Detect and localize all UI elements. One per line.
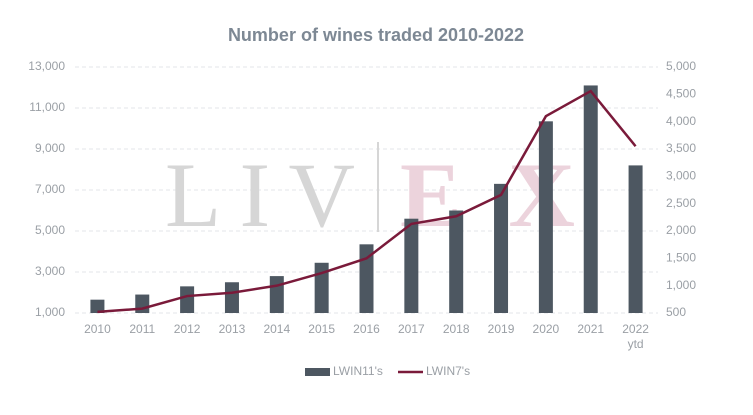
y2-tick-label: 5,000 — [666, 59, 696, 73]
bar — [494, 183, 509, 313]
y2-tick-label: 4,000 — [666, 114, 696, 128]
legend-label: LWIN11's — [333, 364, 383, 378]
x-tick-label: 2013 — [219, 322, 246, 336]
bar — [538, 121, 553, 313]
bar — [359, 244, 374, 313]
x-tick-label: 2010 — [84, 322, 111, 336]
y2-tick-label: 1,500 — [666, 251, 696, 265]
y-tick-label: 1,000 — [35, 305, 65, 319]
y-tick-label: 13,000 — [28, 59, 65, 73]
y2-tick-label: 1,000 — [666, 278, 696, 292]
legend-label: LWIN7's — [426, 364, 470, 378]
x-tick-label: 2022 ytd — [622, 322, 649, 351]
bar — [224, 282, 239, 313]
bar — [404, 218, 419, 313]
watermark: LIV EX — [165, 142, 575, 246]
x-tick-label: 2021 — [577, 322, 604, 336]
bar — [449, 210, 464, 313]
legend-swatch — [305, 368, 330, 376]
bar — [583, 85, 598, 313]
bar — [628, 165, 643, 313]
x-tick-label: 2016 — [353, 322, 380, 336]
chart-title: Number of wines traded 2010-2022 — [228, 25, 524, 45]
y-tick-label: 7,000 — [35, 182, 65, 196]
x-tick-label: 2015 — [308, 322, 335, 336]
x-tick-label: 2011 — [129, 322, 155, 336]
line — [97, 89, 637, 314]
x-tick-label: 2019 — [488, 322, 515, 336]
x-tick-label: 2012 — [174, 322, 201, 336]
x-tick-label: 2017 — [398, 322, 425, 336]
y-tick-label: 3,000 — [35, 264, 65, 278]
bar — [90, 299, 105, 313]
bar — [180, 286, 195, 313]
y2-tick-label: 2,500 — [666, 196, 696, 210]
y2-tick-label: 3,000 — [666, 169, 696, 183]
watermark-left: LIV — [165, 144, 355, 246]
y-tick-label: 11,000 — [29, 100, 65, 114]
y2-tick-label: 4,500 — [666, 87, 696, 101]
y-tick-label: 5,000 — [35, 223, 65, 237]
y2-tick-label: 2,000 — [666, 223, 696, 237]
y2-tick-label: 3,500 — [666, 141, 696, 155]
y-tick-label: 9,000 — [35, 141, 65, 155]
x-tick-label: 2020 — [533, 322, 560, 336]
y2-tick-label: 500 — [666, 305, 686, 319]
x-tick-label: 2014 — [263, 322, 290, 336]
x-tick-label: 2018 — [443, 322, 470, 336]
bar — [269, 276, 284, 313]
